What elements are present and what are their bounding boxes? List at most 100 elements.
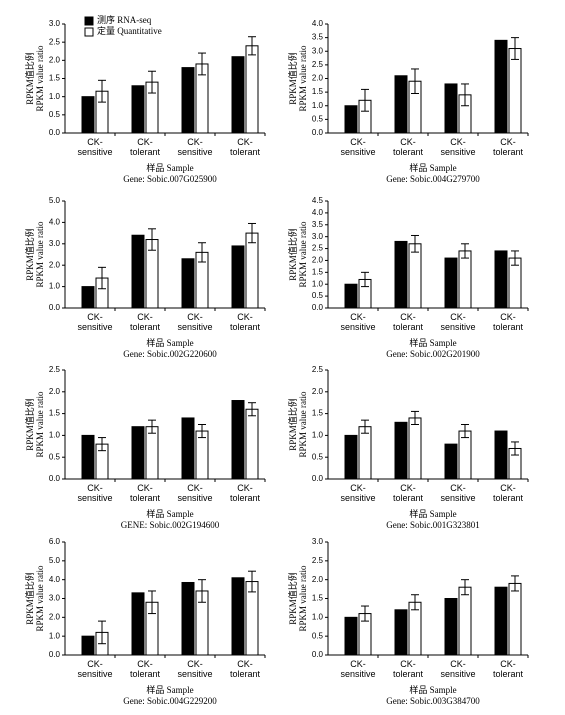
x-tick-label: CK- sensitive bbox=[440, 659, 476, 679]
x-tick-label-box: CK- tolerant bbox=[130, 137, 160, 157]
bar bbox=[181, 417, 195, 480]
x-tick-label: CK- tolerant bbox=[229, 312, 261, 332]
y-tick-label: 3.5 bbox=[312, 33, 324, 42]
y-tick-label: 0.5 bbox=[49, 452, 61, 461]
x-tick-label-box: CK- sensitive bbox=[77, 483, 113, 503]
bar bbox=[131, 592, 145, 656]
y-axis-title: RPKM value ratio bbox=[298, 565, 308, 631]
x-axis-title: 样品 Sample bbox=[409, 337, 456, 348]
x-tick-label: CK- sensitive bbox=[77, 137, 113, 157]
x-tick-label-box: CK- sensitive bbox=[340, 312, 375, 332]
y-axis-title: RPKM值比例 bbox=[24, 52, 35, 105]
y-axis-title: RPKM value ratio bbox=[298, 221, 308, 287]
y-tick-label: 0.5 bbox=[312, 114, 324, 123]
y-tick-label: 0.0 bbox=[49, 650, 61, 659]
y-tick-label: 3.5 bbox=[312, 220, 324, 229]
y-axis-title: RPKM值比例 bbox=[24, 572, 35, 625]
x-axis-title: 样品 Sample bbox=[146, 684, 193, 695]
bar bbox=[494, 39, 508, 134]
legend-label: 测序 RNA-seq bbox=[97, 14, 152, 25]
x-tick-label-box: CK- sensitive bbox=[177, 659, 213, 679]
y-axis-title: RPKM value ratio bbox=[35, 565, 45, 631]
x-tick-label: CK- sensitive bbox=[440, 137, 476, 157]
y-tick-label: 3.0 bbox=[49, 239, 61, 248]
bar bbox=[458, 430, 472, 480]
x-tick-label-box: CK- sensitive bbox=[440, 483, 475, 503]
x-tick-label: CK- tolerant bbox=[129, 312, 161, 332]
bar bbox=[394, 240, 408, 309]
y-tick-label: 1.0 bbox=[49, 282, 61, 291]
y-tick-label: 2.5 bbox=[49, 37, 61, 46]
y-tick-label: 2.0 bbox=[312, 575, 324, 584]
x-tick-label: CK- sensitive bbox=[340, 483, 376, 503]
bar bbox=[131, 85, 145, 134]
panel: 0.0 0.5 1.0 1.5 2.0 2.5 3.0 RPKM值比例 RPKM value r… bbox=[24, 14, 266, 184]
y-tick-label: 6.0 bbox=[49, 537, 61, 546]
x-tick-label: CK- tolerant bbox=[492, 659, 524, 679]
x-tick-label: CK- sensitive bbox=[177, 483, 213, 503]
bar bbox=[81, 286, 95, 309]
x-tick-label-box: CK- tolerant bbox=[492, 659, 524, 679]
x-tick-label: CK- sensitive bbox=[340, 659, 376, 679]
x-tick-label: CK- tolerant bbox=[392, 137, 424, 157]
bar bbox=[231, 577, 245, 656]
panel: 0.0 0.5 1.0 1.5 2.0 2.5 3.0 3.5 4.0 4.5 RPKM值比例 RPK… bbox=[287, 196, 529, 359]
bar bbox=[131, 234, 145, 309]
y-tick-label: 2.0 bbox=[49, 260, 61, 269]
x-tick-label-box: CK- sensitive bbox=[340, 483, 376, 503]
x-axis-title: 样品 Sample bbox=[409, 508, 456, 519]
caption: Gene: Sobic.003G384700 bbox=[386, 696, 480, 706]
x-tick-label: CK- tolerant bbox=[129, 659, 161, 679]
x-tick-label-box: CK- tolerant bbox=[229, 312, 261, 332]
legend-label: 定量 Quantitative bbox=[97, 25, 162, 36]
x-tick-label: CK- tolerant bbox=[492, 483, 524, 503]
bar bbox=[145, 426, 159, 480]
y-axis-title: RPKM值比例 bbox=[287, 398, 298, 451]
y-tick-label: 0.0 bbox=[49, 474, 61, 483]
y-tick-label: 3.0 bbox=[312, 232, 324, 241]
y-axis-title: RPKM值比例 bbox=[24, 228, 35, 281]
y-tick-label: 0.0 bbox=[49, 303, 61, 312]
bar bbox=[508, 48, 522, 134]
bar bbox=[181, 67, 195, 134]
x-tick-label: CK- sensitive bbox=[177, 659, 213, 679]
x-tick-label: CK- sensitive bbox=[77, 312, 113, 332]
y-axis-title: RPKM值比例 bbox=[287, 228, 298, 281]
panel: 0.0 0.5 1.0 1.5 2.0 2.5 3.0 RPKM值比例 RPKM value r… bbox=[287, 537, 529, 706]
x-tick-label-box: CK- tolerant bbox=[230, 137, 260, 157]
x-tick-label: CK- sensitive bbox=[77, 483, 113, 503]
bar bbox=[231, 245, 245, 309]
y-tick-label: 1.0 bbox=[312, 279, 324, 288]
y-axis-title: RPKM value ratio bbox=[298, 45, 308, 111]
x-axis-title: 样品 Sample bbox=[409, 684, 456, 695]
x-tick-label-box: CK- tolerant bbox=[230, 659, 260, 679]
bar bbox=[394, 421, 408, 480]
y-tick-label: 2.0 bbox=[49, 387, 61, 396]
bar bbox=[245, 45, 259, 134]
y-tick-label: 2.0 bbox=[312, 74, 324, 83]
bar bbox=[444, 257, 458, 309]
y-tick-label: 0.0 bbox=[312, 650, 324, 659]
x-tick-label-box: CK- sensitive bbox=[440, 312, 475, 332]
bar bbox=[494, 586, 508, 656]
bar bbox=[81, 635, 95, 656]
y-tick-label: 1.5 bbox=[312, 87, 324, 96]
bar bbox=[195, 430, 209, 480]
y-tick-label: 4.0 bbox=[49, 575, 61, 584]
caption: Gene: Sobic.007G025900 bbox=[123, 174, 217, 184]
x-tick-label-box: CK- tolerant bbox=[229, 483, 261, 503]
y-tick-label: 0.0 bbox=[312, 474, 324, 483]
bar bbox=[358, 426, 372, 480]
x-tick-label: CK- tolerant bbox=[229, 483, 261, 503]
y-tick-label: 0.0 bbox=[312, 303, 324, 312]
bar bbox=[444, 598, 458, 656]
y-tick-label: 1.5 bbox=[312, 594, 324, 603]
x-axis-title: 样品 Sample bbox=[146, 508, 193, 519]
y-tick-label: 4.0 bbox=[312, 19, 324, 28]
bar bbox=[508, 582, 522, 656]
y-tick-label: 0.0 bbox=[312, 128, 324, 137]
y-tick-label: 1.5 bbox=[312, 267, 324, 276]
bar bbox=[494, 250, 508, 309]
panel: 0.0 0.5 1.0 1.5 2.0 2.5 RPKM值比例 RPKM value rati… bbox=[287, 365, 529, 530]
